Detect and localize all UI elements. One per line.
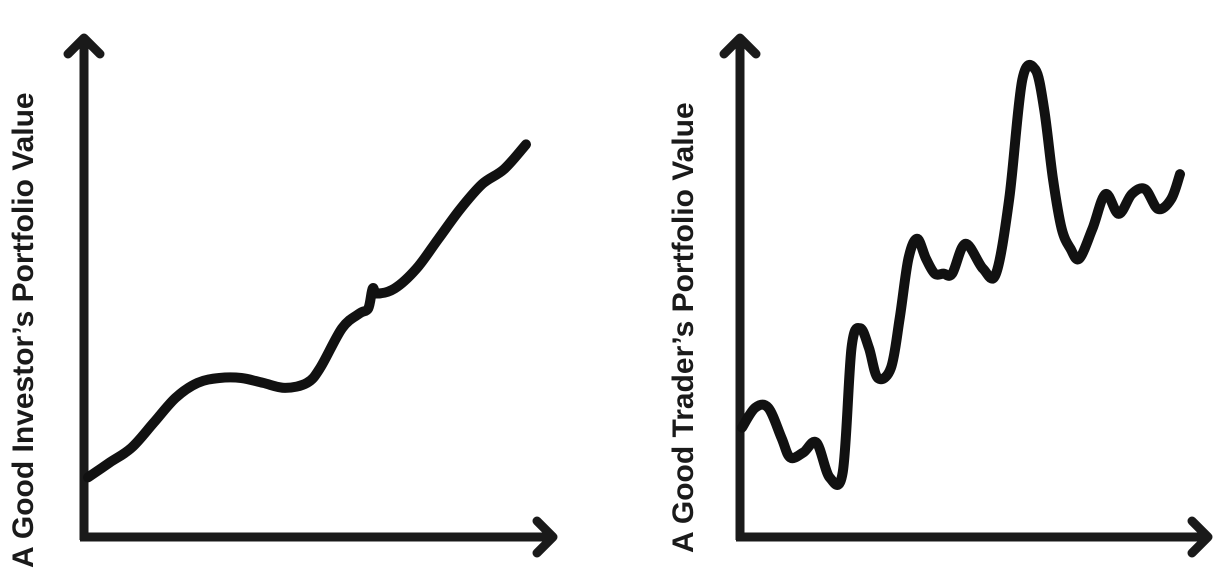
y-axis-label-trader: A Good Trader’s Portfolio Value (667, 102, 700, 553)
series-line-investor (83, 139, 531, 483)
y-axis-arrowhead-trader (719, 33, 761, 59)
y-axis-arrowhead-investor (63, 33, 105, 59)
series-line-trader (737, 59, 1185, 490)
x-axis-arrowhead-investor (532, 516, 558, 558)
chart-trader: A Good Trader’s Portfolio Value (667, 33, 1213, 558)
y-axis-label-investor: A Good Investor’s Portfolio Value (7, 92, 40, 568)
x-axis-arrowhead-trader (1187, 516, 1213, 558)
chart-investor: A Good Investor’s Portfolio Value (7, 33, 558, 568)
